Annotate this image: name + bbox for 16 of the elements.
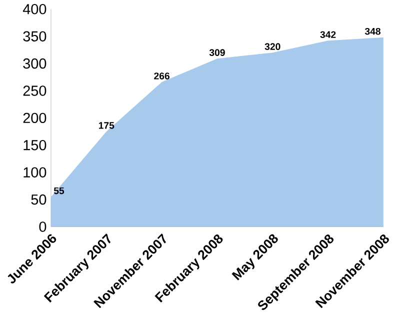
data-label: 320 (264, 43, 280, 50)
y-tick-label: 400 (22, 4, 46, 14)
y-tick-label: 100 (24, 167, 46, 178)
y-tick-label: 200 (23, 112, 46, 124)
data-label: 266 (154, 72, 170, 80)
y-tick-label: 150 (24, 140, 46, 150)
data-label: 309 (209, 49, 225, 56)
y-tick-label: 250 (23, 86, 46, 96)
y-tick-label: 50 (31, 194, 46, 205)
y-tick-label: 350 (23, 31, 46, 42)
y-tick-label: 300 (23, 58, 46, 69)
y-tick-label: 0 (39, 222, 46, 232)
data-label: 55 (54, 187, 64, 194)
data-label: 348 (364, 28, 380, 35)
data-label: 342 (320, 31, 336, 38)
data-label: 175 (98, 122, 114, 129)
